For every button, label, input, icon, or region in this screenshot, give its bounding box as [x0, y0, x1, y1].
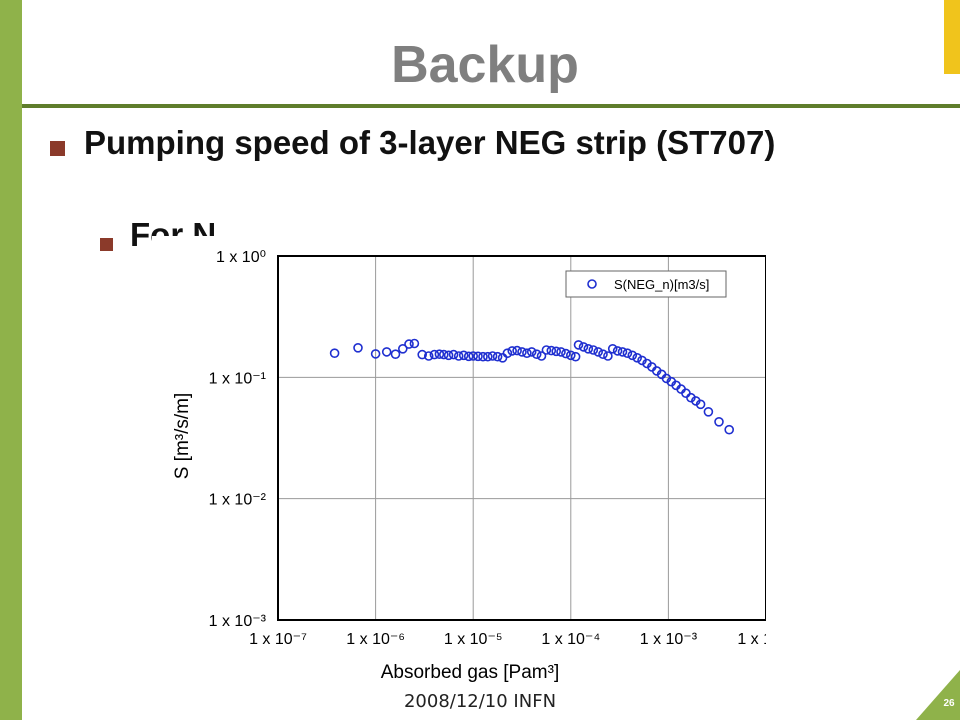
data-point: [329, 348, 340, 358]
data-point: [404, 339, 414, 349]
data-point: [637, 355, 647, 366]
data-point: [423, 351, 434, 361]
y-tick-label: 1 x 10⁻³: [209, 613, 267, 630]
tick-layer: 1 x 10⁻⁷ 1 x 10⁻⁶ 1 x 10⁻⁵ 1 x 10⁻⁴ 1 x 10⁻³…: [209, 249, 766, 648]
data-point: [561, 348, 571, 359]
x-axis-label: Absorbed gas [Pam³]: [381, 662, 559, 683]
x-tick-label: 1 x 10⁻⁵: [444, 631, 503, 648]
data-point: [453, 351, 464, 361]
title-divider: [22, 104, 960, 108]
data-point: [522, 348, 532, 358]
data-point: [473, 351, 483, 362]
y-axis-label: S [m³/s/m]: [172, 393, 193, 480]
legend-marker: [587, 279, 597, 289]
page-number: 26: [943, 698, 955, 709]
data-point: [588, 345, 599, 355]
bullet-text-1: Pumping speed of 3-layer NEG strip (ST70…: [84, 124, 776, 161]
data-point: [565, 350, 576, 361]
data-point: [507, 346, 518, 356]
data-point: [695, 399, 706, 410]
data-point: [526, 347, 537, 357]
x-tick-label: 1 x 10⁻³: [640, 631, 698, 648]
data-point: [603, 351, 613, 361]
y-tick-label: 1 x 10⁻¹: [209, 370, 266, 387]
data-point: [429, 349, 440, 360]
data-point: [724, 424, 735, 435]
x-tick-label: 1 x 10⁻⁷: [249, 631, 307, 648]
x-tick-label: 1 x 10⁻²: [737, 631, 766, 648]
data-point: [398, 344, 408, 354]
bullet-marker-2: [100, 238, 113, 251]
data-point: [370, 349, 381, 359]
data-point: [487, 351, 498, 361]
data-point: [417, 349, 428, 360]
data-point: [556, 347, 566, 357]
data-point: [482, 351, 493, 362]
legend-box: [565, 270, 727, 298]
data-point: [551, 346, 562, 357]
point-layer: [329, 338, 735, 435]
data-point: [409, 338, 420, 349]
data-point: [612, 346, 623, 356]
data-point: [573, 340, 584, 350]
data-point: [536, 351, 547, 361]
data-point: [598, 349, 608, 359]
legend: S(NEG_n)[m3/s]: [565, 270, 727, 298]
data-point: [570, 351, 581, 362]
grid-layer: [278, 256, 766, 620]
data-point: [531, 349, 542, 359]
data-point: [381, 347, 392, 357]
left-accent-bar: [0, 0, 22, 720]
data-point: [438, 349, 449, 360]
data-point: [583, 344, 594, 354]
data-point: [607, 344, 618, 354]
data-point: [502, 348, 513, 358]
data-point: [617, 347, 628, 357]
data-point: [458, 350, 469, 361]
legend-label: S(NEG_n)[m3/s]: [614, 277, 709, 292]
top-right-accent-bar: [944, 0, 960, 74]
data-point: [546, 345, 557, 356]
plot-frame: [277, 255, 766, 621]
bullet-marker-1: [50, 141, 65, 156]
data-point: [622, 348, 633, 358]
pumping-speed-chart: 1 x 10⁻⁷ 1 x 10⁻⁶ 1 x 10⁻⁵ 1 x 10⁻⁴ 1 x 10⁻³…: [172, 249, 766, 683]
data-point: [714, 417, 724, 427]
data-point: [434, 349, 445, 359]
data-point: [703, 407, 714, 417]
data-point: [497, 353, 508, 363]
x-tick-label: 1 x 10⁻⁶: [346, 631, 405, 648]
slide-title: Backup: [391, 36, 579, 94]
data-point: [627, 350, 638, 361]
data-point: [517, 347, 527, 357]
data-point: [448, 349, 459, 360]
x-tick-label: 1 x 10⁻⁴: [541, 631, 600, 648]
data-point: [478, 351, 488, 362]
chart-panel: 1 x 10⁻⁷ 1 x 10⁻⁶ 1 x 10⁻⁵ 1 x 10⁻⁴ 1 x 10⁻³…: [152, 236, 766, 688]
data-point: [541, 345, 552, 355]
data-point: [492, 351, 503, 362]
data-point: [632, 353, 643, 363]
y-tick-label: 1 x 10⁻²: [209, 492, 267, 509]
data-point: [512, 345, 522, 356]
data-point: [468, 351, 479, 361]
data-point: [578, 342, 589, 352]
data-point: [353, 343, 363, 353]
data-point: [390, 349, 401, 359]
data-point: [443, 350, 454, 361]
data-point: [463, 351, 474, 362]
y-tick-label: 1 x 10⁰: [216, 249, 266, 266]
footer-text: 2008/12/10 INFN: [403, 691, 557, 712]
data-point: [593, 347, 604, 357]
